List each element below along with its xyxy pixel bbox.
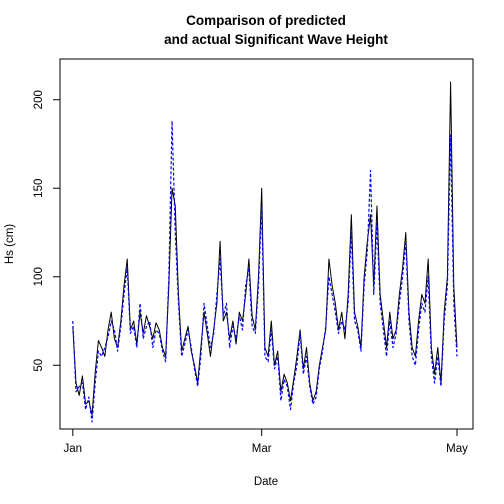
y-tick-label: 150 — [33, 179, 45, 198]
x-tick-label: May — [446, 443, 468, 455]
y-tick-label: 200 — [33, 90, 45, 109]
series-line-1 — [72, 81, 458, 416]
x-tick-label: Mar — [252, 443, 272, 455]
y-axis: 50 100 150 200 — [33, 90, 60, 372]
x-axis-label: Date — [254, 476, 278, 488]
plot-box — [59, 58, 474, 430]
x-axis: Jan Mar May — [64, 429, 468, 455]
series-layer — [72, 81, 458, 423]
y-axis-label: Hs (cm) — [4, 224, 16, 264]
chart-title-line-2: and actual Significant Wave Height — [164, 32, 388, 47]
y-tick-label: 100 — [33, 267, 45, 286]
y-tick-label: 50 — [33, 359, 45, 372]
series-line-2 — [72, 120, 458, 423]
x-tick-label: Jan — [64, 443, 83, 455]
chart-title-line-1: Comparison of predicted — [186, 13, 346, 28]
